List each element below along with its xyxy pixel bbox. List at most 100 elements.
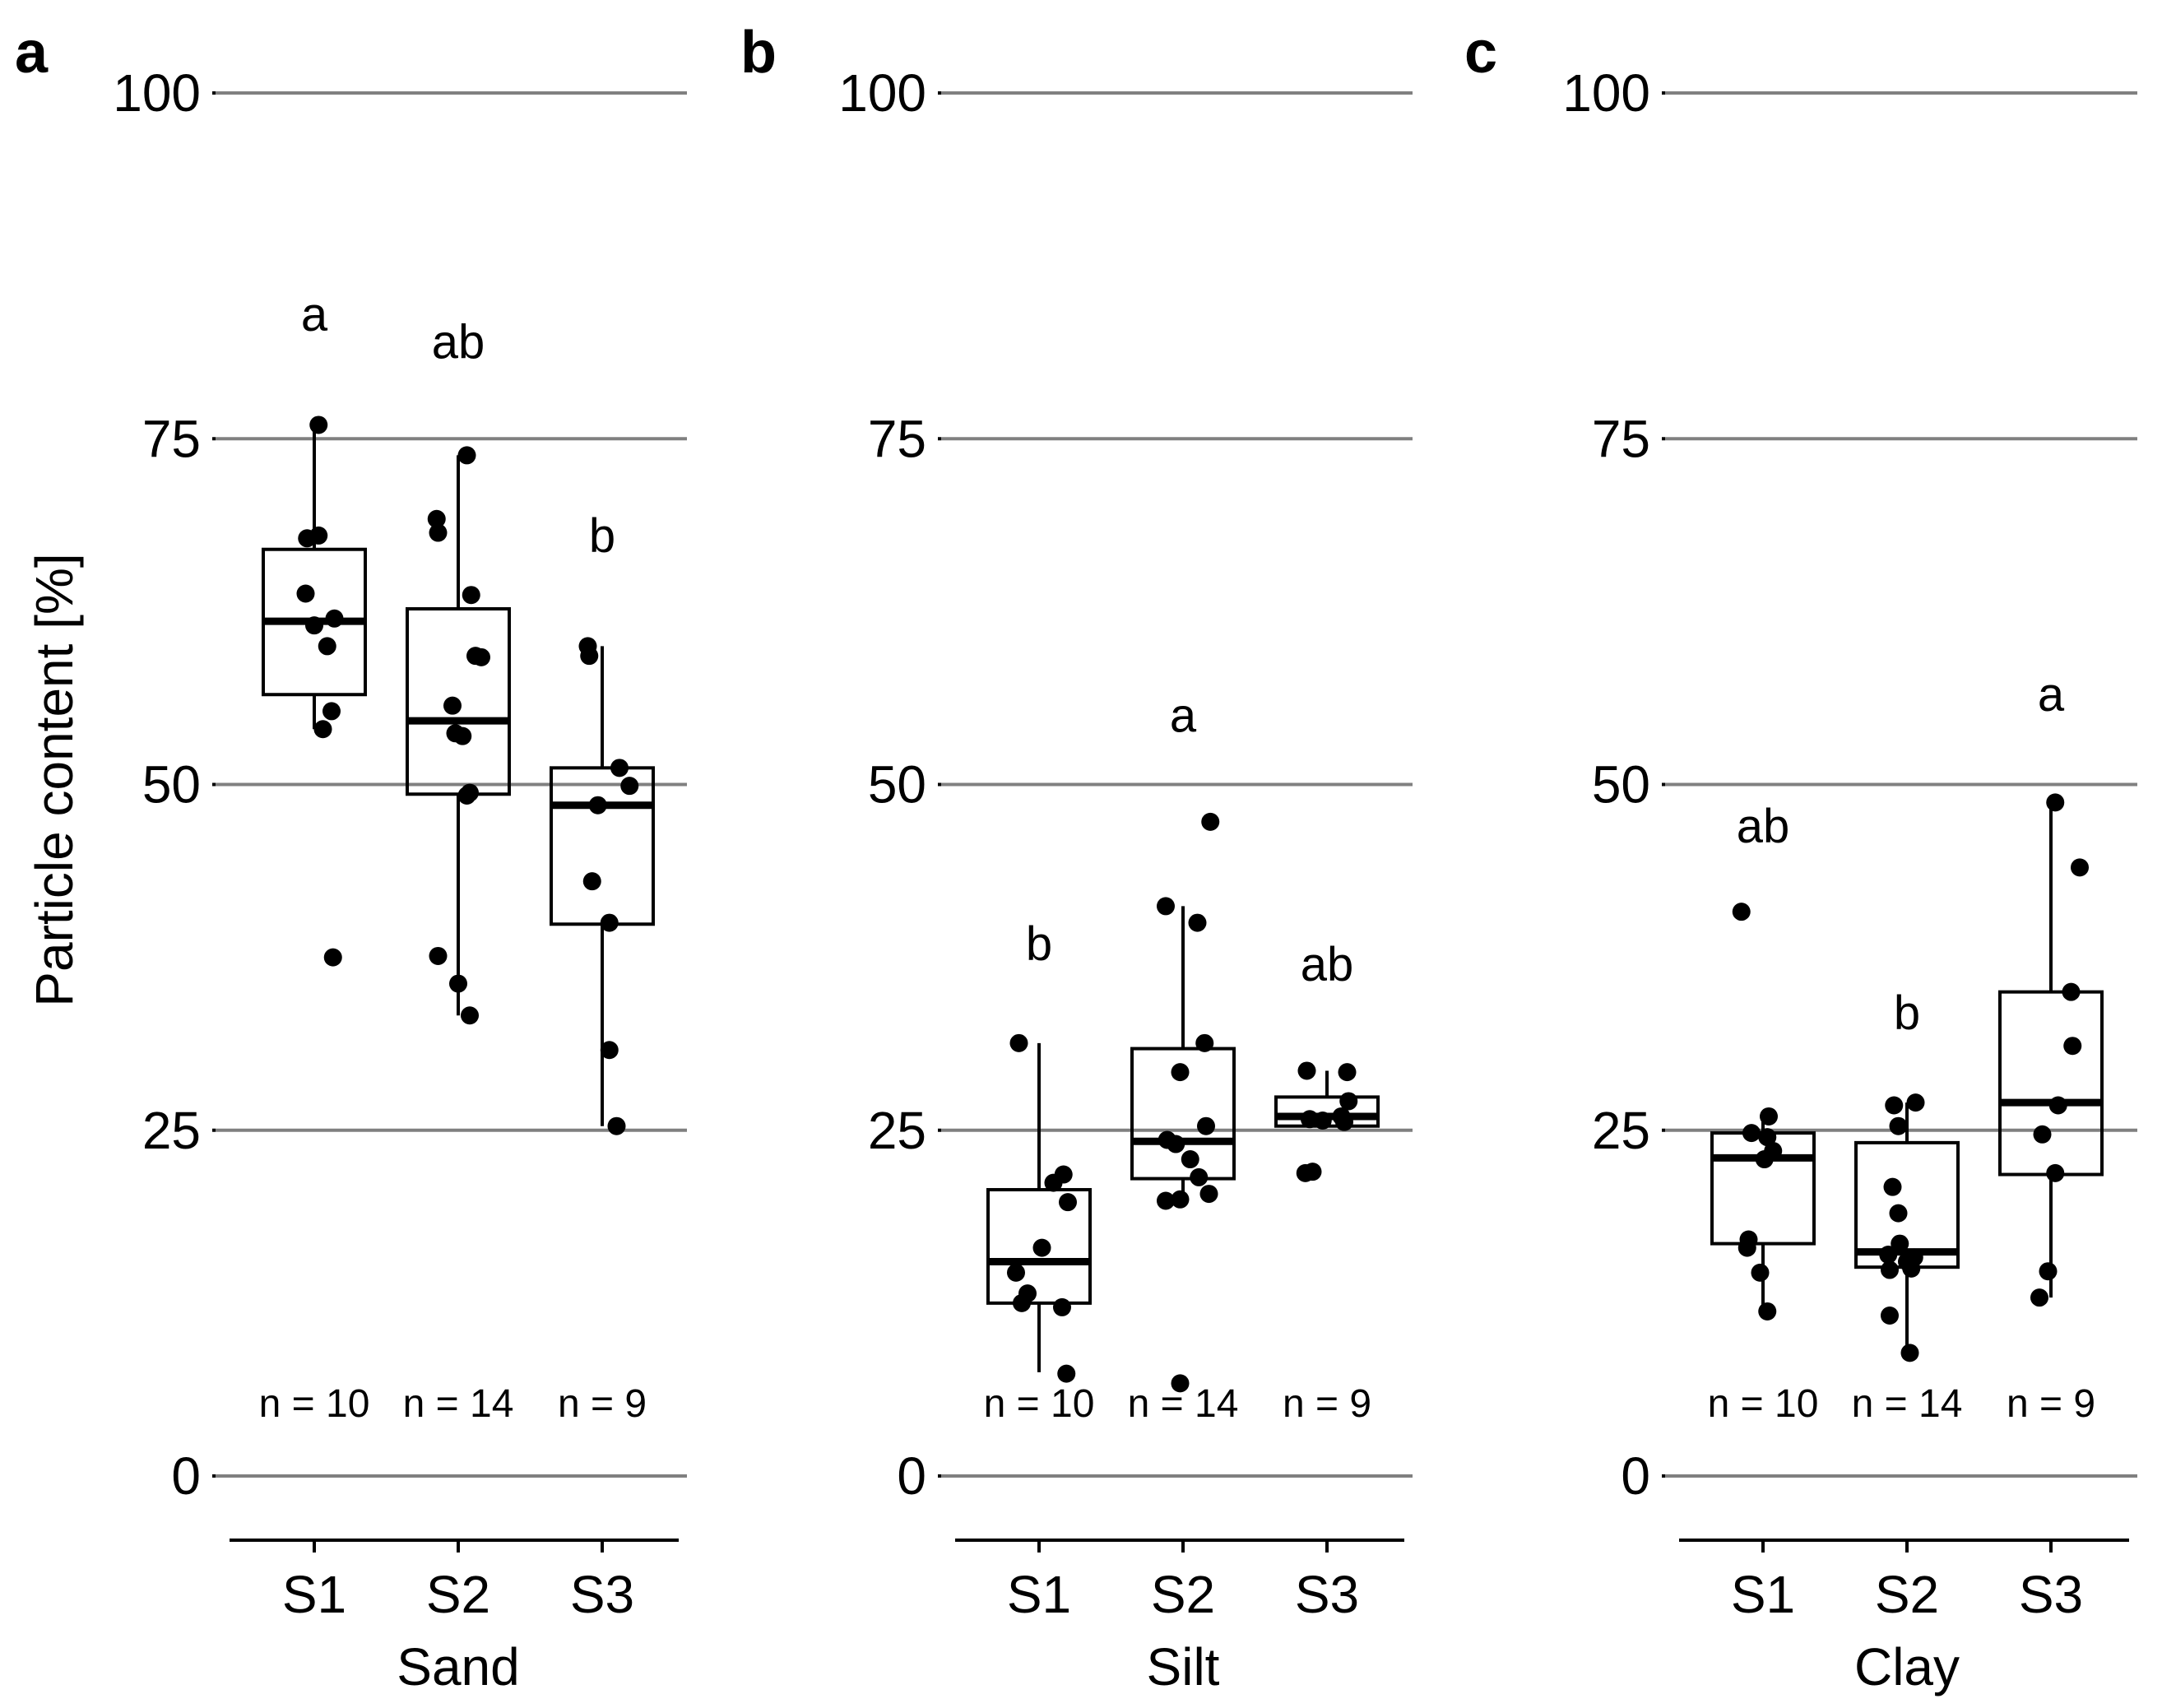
data-point <box>1009 1033 1028 1052</box>
data-point <box>1335 1112 1353 1131</box>
significance-letter: ab <box>432 316 485 369</box>
data-point <box>1181 1150 1199 1169</box>
data-point <box>1032 1238 1051 1257</box>
data-point <box>1199 1185 1218 1204</box>
data-point <box>1339 1092 1358 1111</box>
data-point <box>1053 1297 1071 1316</box>
data-point <box>1190 1167 1209 1186</box>
data-point <box>2046 793 2065 812</box>
significance-letter: b <box>1026 917 1052 971</box>
x-tick-label: S1 <box>282 1565 346 1624</box>
data-point <box>325 609 344 628</box>
data-point <box>2039 1262 2058 1281</box>
panel-label: a <box>15 20 49 86</box>
data-point <box>1900 1344 1919 1362</box>
panel-b: b 0 25 50 75 100 b n = 10 S1 a n = 14 S2 ab n = 9 S3 Si… <box>740 20 1413 1696</box>
data-point <box>600 1041 619 1060</box>
box-group-S2: ab n = 14 S2 <box>403 316 514 1624</box>
data-point <box>580 647 599 666</box>
data-point <box>620 777 639 796</box>
box <box>550 766 655 926</box>
data-point <box>1296 1163 1315 1182</box>
data-point <box>1889 1204 1908 1223</box>
box-group-S1: b n = 10 S1 <box>984 917 1095 1624</box>
data-point <box>1906 1093 1925 1112</box>
x-tick-label: S2 <box>1151 1565 1215 1624</box>
data-point <box>1758 1302 1777 1320</box>
data-point <box>429 946 448 965</box>
panel-label: c <box>1464 20 1497 86</box>
significance-letter: ab <box>1301 938 1354 991</box>
data-point <box>322 702 341 721</box>
significance-letter: b <box>1894 986 1920 1040</box>
n-count-label: n = 9 <box>1283 1382 1371 1426</box>
x-tick-label: S1 <box>1007 1565 1071 1624</box>
data-point <box>1732 903 1751 921</box>
data-point <box>1883 1177 1902 1196</box>
data-point <box>1059 1193 1077 1212</box>
data-point <box>1171 1063 1190 1082</box>
data-point <box>1905 1248 1923 1267</box>
data-point <box>2048 1096 2067 1115</box>
n-count-label: n = 14 <box>1128 1382 1239 1426</box>
data-point <box>582 872 601 891</box>
data-point <box>2062 982 2081 1001</box>
data-point <box>610 759 629 777</box>
y-tick-label-50: 50 <box>142 755 201 815</box>
y-tick-label-0: 0 <box>897 1446 926 1506</box>
x-tick-label: S3 <box>570 1565 634 1624</box>
x-axis-label: Silt <box>1147 1637 1220 1696</box>
y-tick-label-25: 25 <box>1592 1101 1650 1160</box>
y-tick-label-100: 100 <box>1562 63 1650 123</box>
n-count-label: n = 10 <box>984 1382 1095 1426</box>
data-point <box>443 696 462 715</box>
box-group-S2: b n = 14 S2 <box>1852 986 1963 1624</box>
data-point <box>2046 1163 2065 1182</box>
data-point <box>296 584 315 603</box>
data-point <box>1881 1307 1899 1325</box>
box-group-S1: ab n = 10 S1 <box>1708 800 1819 1624</box>
n-count-label: n = 14 <box>1852 1382 1963 1426</box>
significance-letter: ab <box>1737 800 1790 853</box>
data-point <box>607 1116 626 1135</box>
data-point <box>2030 1288 2048 1307</box>
y-tick-label-100: 100 <box>838 63 926 123</box>
data-point <box>1188 913 1207 932</box>
data-point <box>1758 1128 1777 1147</box>
data-point <box>429 523 448 542</box>
data-point <box>1885 1096 1904 1115</box>
data-point <box>1889 1116 1908 1135</box>
data-point <box>1881 1260 1899 1279</box>
data-point <box>1751 1263 1770 1282</box>
x-tick-label: S1 <box>1731 1565 1795 1624</box>
data-point <box>1157 1191 1175 1210</box>
significance-letter: a <box>301 288 328 341</box>
n-count-label: n = 10 <box>259 1382 370 1426</box>
data-point <box>1297 1061 1316 1080</box>
n-count-label: n = 9 <box>558 1382 647 1426</box>
data-point <box>2071 858 2089 877</box>
significance-letter: a <box>1170 689 1197 742</box>
y-tick-label-75: 75 <box>868 409 926 468</box>
data-point <box>1171 1374 1190 1393</box>
data-point <box>1157 897 1175 916</box>
x-tick-label: S3 <box>1295 1565 1359 1624</box>
y-tick-label-0: 0 <box>1621 1446 1650 1506</box>
y-tick-label-50: 50 <box>868 755 926 815</box>
box <box>1998 990 2104 1177</box>
data-point <box>1167 1135 1185 1153</box>
data-point <box>2063 1037 2082 1056</box>
n-count-label: n = 10 <box>1708 1382 1819 1426</box>
y-tick-label-25: 25 <box>868 1101 926 1160</box>
panel-label: b <box>740 20 777 86</box>
data-point <box>2033 1125 2052 1144</box>
y-tick-label-0: 0 <box>171 1446 201 1506</box>
data-point <box>1755 1150 1774 1169</box>
box <box>986 1188 1092 1305</box>
data-point <box>318 637 336 656</box>
box-group-S3: a n = 9 S3 <box>1998 668 2104 1624</box>
y-axis-label: Particle content [%] <box>25 553 84 1006</box>
panel-a: a 0 25 50 75 100 a n = 10 S1 ab n = 14 S2 b n = 9 S3 Sa… <box>15 20 687 1696</box>
data-point <box>588 796 607 815</box>
